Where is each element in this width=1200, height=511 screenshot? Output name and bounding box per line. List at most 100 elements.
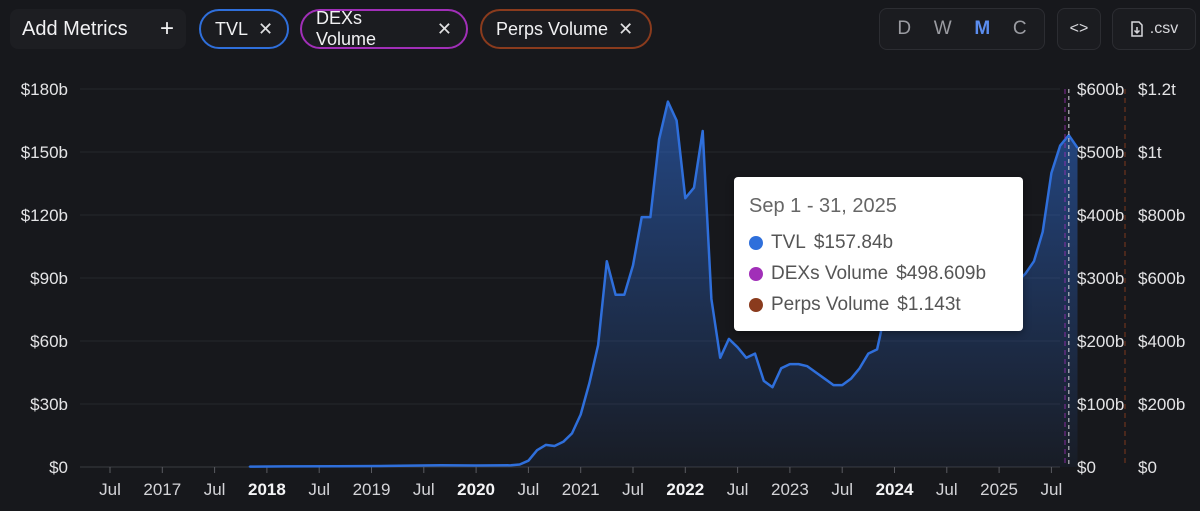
tvl-data-point [1024,273,1027,275]
tvl-data-point [780,367,782,370]
close-icon[interactable]: ✕ [436,18,452,39]
y-tick-label-right-perps: $0 [1138,458,1157,477]
y-tick-label-right-perps: $800b [1138,206,1185,225]
tvl-data-point [736,346,739,349]
metric-chip-label: Perps Volume [496,18,609,39]
tvl-data-point [632,264,634,267]
interval-selector: D W M C [879,8,1045,50]
x-tick-label: 2017 [143,480,181,499]
y-tick-label-left: $90b [30,269,68,288]
metric-chip-tvl[interactable]: TVL ✕ [199,9,289,49]
tvl-data-point [728,338,730,340]
toolbar: Add Metrics + TVL ✕ DEXs Volume ✕ Perps … [0,0,1200,58]
y-tick-label-left: $150b [21,143,68,162]
legend-dot-icon [749,235,763,250]
metric-chip-label: DEXs Volume [316,8,377,49]
tvl-data-point [876,348,878,351]
add-metrics-button[interactable]: Add Metrics + [10,9,186,49]
y-tick-label-right-perps: $400b [1138,332,1185,351]
tvl-data-point [719,357,721,359]
tvl-data-point [1050,172,1053,174]
tvl-data-point [553,445,556,447]
tvl-data-point [623,294,626,296]
interval-cumulative[interactable]: C [1012,18,1027,39]
tvl-data-point [701,130,704,132]
x-tick-label: Jul [308,480,330,499]
x-axis: Jul 2017 Jul 2018 Jul 2019 Jul 2020 Jul 2021 Jul 20… [99,467,1062,499]
tooltip-series-name: DEXs Volume [771,262,889,284]
y-axis-right-dexs: $0 $100b $200b $300b $400b $500b $600b [1077,80,1124,477]
metric-chip-perps-volume[interactable]: Perps Volume ✕ [480,9,652,49]
tvl-data-point [658,138,660,141]
x-tick-label: Jul [831,480,853,499]
x-tick-label: 2018 [248,480,286,499]
tvl-data-point [545,444,547,446]
y-tick-label-right-dexs: $0 [1077,458,1096,477]
x-tick-label: Jul [936,480,958,499]
x-tick-label: Jul [413,480,435,499]
tooltip-date: Sep 1 - 31, 2025 [749,195,897,217]
add-metrics-label: Add Metrics [22,17,128,40]
tvl-data-point [283,465,286,468]
x-tick-label: Jul [204,480,226,499]
legend-dot-icon [749,297,763,312]
tvl-data-point [640,216,643,218]
csv-download-button[interactable]: .csv [1112,8,1196,50]
y-tick-label-right-dexs: $400b [1077,206,1124,225]
legend-dot-icon [749,266,763,281]
interval-week[interactable]: W [933,18,952,39]
tooltip-series-value: $498.609b [896,262,987,284]
tvl-data-point [745,357,748,359]
tvl-chart: $0 $30b $60b $90b $120b $150b $180b $0 $100b $20… [21,80,1186,499]
x-tick-label: Jul [99,480,121,499]
embed-button[interactable]: <> [1057,8,1101,50]
tvl-data-point [527,459,530,462]
tvl-data-point [684,197,687,199]
tvl-data-point [536,449,538,452]
tvl-data-point [1059,144,1061,147]
tooltip-row-tvl: TVL $157.84b [749,227,1008,258]
y-tick-label-right-perps: $600b [1138,269,1185,288]
tvl-data-point [675,119,678,122]
y-tick-label-right-dexs: $500b [1077,143,1124,162]
close-icon[interactable]: ✕ [258,18,274,39]
metric-chip-dexs-volume[interactable]: DEXs Volume ✕ [300,8,468,49]
tvl-data-point [797,363,800,365]
x-tick-label: 2022 [666,480,704,499]
y-tick-label-right-dexs: $600b [1077,80,1124,99]
tvl-data-point [597,344,599,347]
tvl-data-point [710,298,713,300]
y-tick-label-left: $0 [49,458,68,477]
tvl-data-point [815,371,817,374]
tvl-data-point [388,465,390,467]
tvl-data-point [571,432,573,435]
x-tick-label: Jul [727,480,749,499]
tooltip-series-value: $1.143t [897,293,961,315]
y-tick-label-right-perps: $1t [1138,143,1162,162]
tvl-data-point [1076,147,1079,149]
x-tick-label: 2021 [562,480,600,499]
y-tick-label-right-dexs: $200b [1077,332,1124,351]
tvl-data-point [867,352,870,355]
y-tick-label-left: $180b [21,80,68,99]
plus-icon: + [159,15,174,42]
tvl-data-point [858,367,861,370]
tvl-data-point [510,464,512,467]
tvl-data-point [440,464,443,467]
tvl-data-point [614,294,617,296]
x-tick-label: Jul [1041,480,1063,499]
interval-day[interactable]: D [897,18,912,39]
tvl-data-point [562,441,565,443]
y-tick-label-right-perps: $1.2t [1138,80,1176,99]
tvl-data-point [1033,260,1035,262]
tvl-data-point [1041,231,1044,233]
close-icon[interactable]: ✕ [618,18,634,39]
file-download-icon [1131,21,1143,37]
x-tick-label: 2025 [980,480,1018,499]
tvl-data-point [806,365,809,368]
tvl-data-point [248,465,251,468]
x-tick-label: 2023 [771,480,809,499]
chart-tooltip: Sep 1 - 31, 2025 TVL $157.84b DEXs Volum… [734,177,1023,331]
x-tick-label: 2020 [457,480,495,499]
interval-month[interactable]: M [974,18,991,39]
